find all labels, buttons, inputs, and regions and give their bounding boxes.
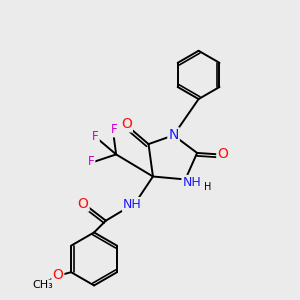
Text: F: F (88, 155, 94, 168)
Text: O: O (121, 117, 132, 131)
Text: CH₃: CH₃ (32, 280, 53, 290)
Text: O: O (52, 268, 63, 282)
Text: NH: NH (182, 176, 201, 189)
Text: H: H (204, 182, 211, 192)
Text: N: N (168, 128, 179, 142)
Text: O: O (78, 196, 88, 211)
Text: O: O (217, 147, 228, 161)
Text: NH: NH (123, 198, 142, 211)
Text: F: F (92, 130, 99, 143)
Text: F: F (111, 124, 118, 136)
